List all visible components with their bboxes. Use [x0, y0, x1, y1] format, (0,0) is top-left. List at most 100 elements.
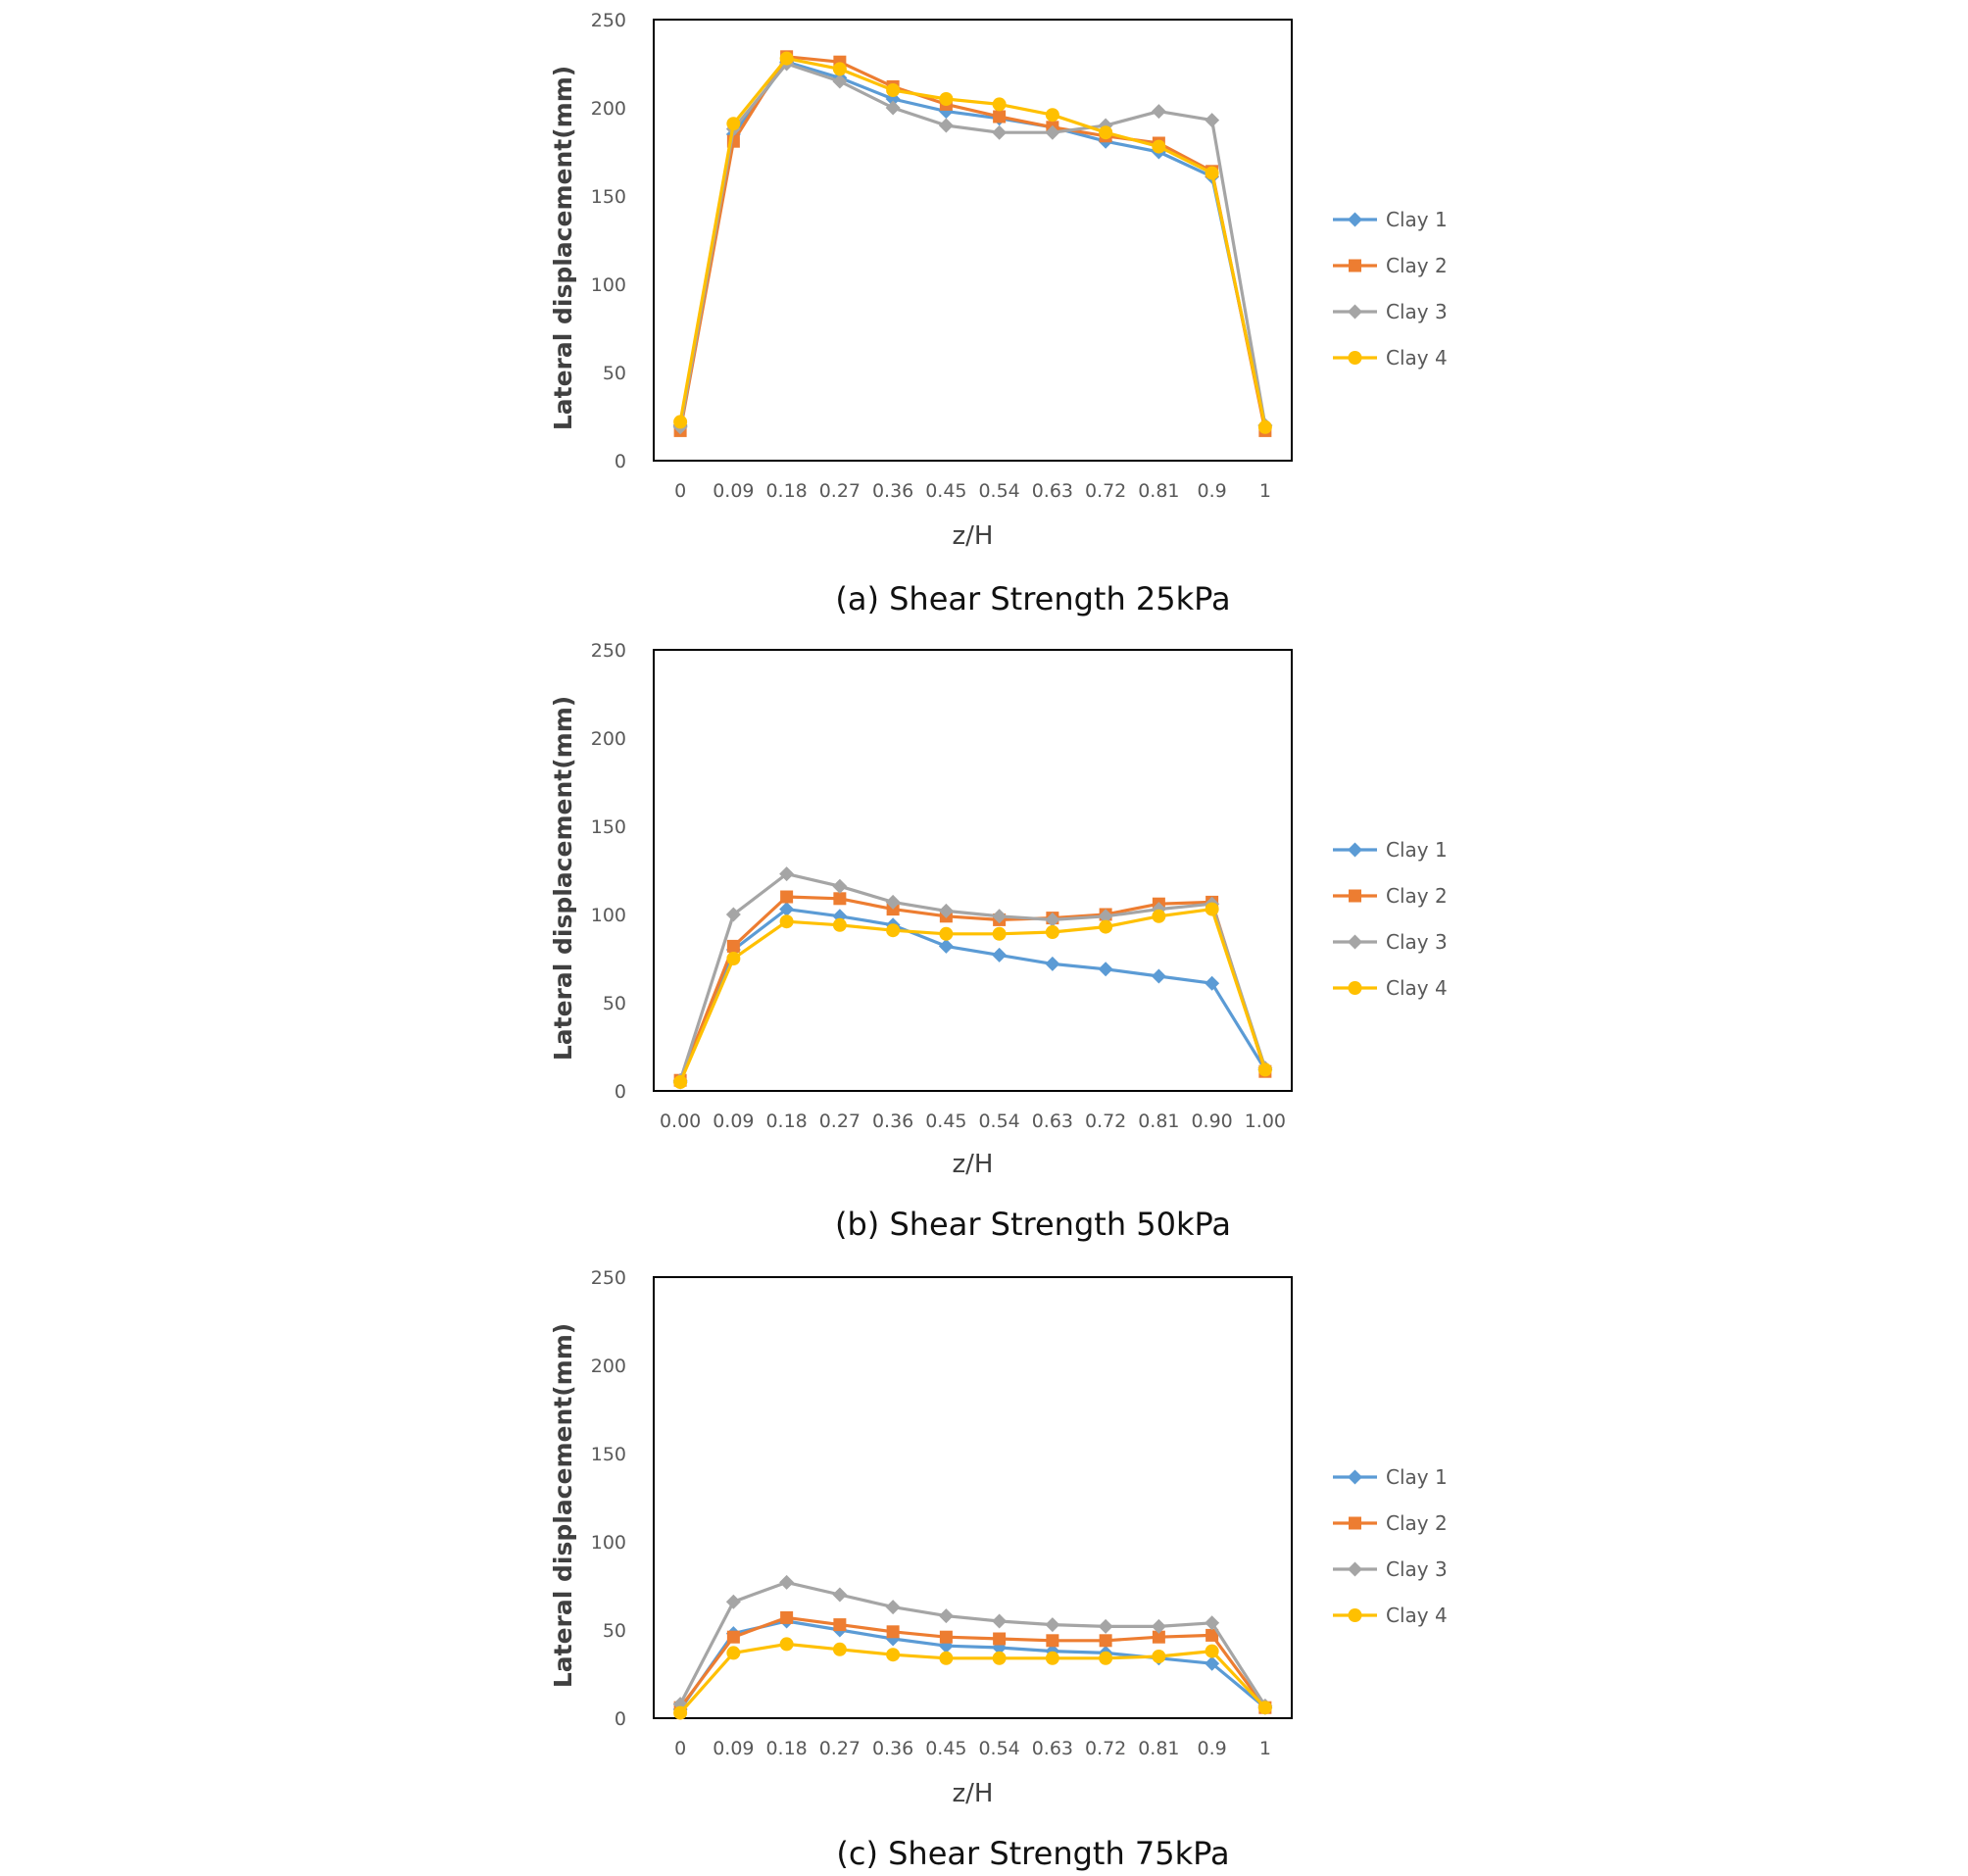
plot-area	[653, 1276, 1293, 1719]
data-point	[779, 914, 794, 929]
data-point	[1099, 125, 1113, 140]
data-point	[1257, 1701, 1272, 1715]
chart-panel-3: 0 50 100 150 200 250 0 0.09 0.18 0.27 0.36 0.45 0.54…	[549, 1267, 1448, 1872]
data-point	[992, 97, 1007, 112]
data-point	[1098, 909, 1113, 924]
legend: Clay 1 Clay 2 Clay 3 Clay 4	[1333, 838, 1448, 1000]
data-point	[1045, 925, 1059, 939]
data-point	[1099, 1634, 1112, 1648]
chart-panel-1: 0 50 100 150 200 250 0 0.09 0.18 0.27 0.36 0.45 0.54…	[549, 10, 1448, 617]
data-point	[992, 1613, 1008, 1629]
data-point	[1152, 1630, 1165, 1644]
series-clay-3	[672, 56, 1273, 435]
plot-area	[653, 649, 1293, 1092]
legend-marker	[1348, 1608, 1362, 1622]
data-point	[1046, 1634, 1059, 1648]
x-tick-label: 0.54	[978, 1738, 1019, 1759]
series-clay-3	[672, 1574, 1273, 1713]
data-point	[1045, 1617, 1060, 1633]
series-line	[678, 907, 1267, 1083]
x-tick-label: 0.9	[1198, 1738, 1227, 1759]
x-tick-label: 0	[674, 480, 686, 502]
x-tick-label: 0.63	[1032, 480, 1073, 502]
x-tick-label: 0.45	[925, 480, 966, 502]
legend-label: Clay 2	[1386, 254, 1448, 277]
data-point	[1151, 104, 1166, 120]
y-tick-label: 150	[591, 186, 626, 208]
data-point	[779, 902, 795, 917]
data-point	[1257, 420, 1272, 434]
x-tick-label: 0.36	[872, 1111, 913, 1132]
x-axis-title: z/H	[953, 1150, 994, 1179]
y-tick-label: 250	[591, 1267, 626, 1289]
data-point	[832, 1642, 847, 1656]
x-tick-label: 0.9	[1198, 480, 1227, 502]
series-clay-4	[673, 1637, 1272, 1720]
y-axis-title: Lateral displacement(mm)	[549, 66, 577, 430]
legend-label: Clay 3	[1386, 300, 1448, 323]
legend-marker	[1348, 1469, 1362, 1485]
data-point	[938, 118, 954, 133]
data-point	[886, 83, 901, 97]
data-point	[1045, 956, 1060, 971]
data-point	[1205, 1655, 1220, 1671]
data-point	[1098, 1618, 1113, 1634]
x-tick-label: 0.54	[978, 480, 1019, 502]
data-point	[1045, 912, 1060, 927]
data-point	[832, 62, 847, 76]
data-point	[1045, 124, 1060, 140]
legend: Clay 1 Clay 2 Clay 3 Clay 4	[1333, 208, 1448, 370]
panel-caption: (a) Shear Strength 25kPa	[835, 580, 1230, 617]
data-point	[993, 110, 1007, 123]
legend-marker	[1348, 934, 1362, 950]
legend-label: Clay 1	[1386, 838, 1448, 862]
series-clay-1	[672, 902, 1273, 1090]
data-point	[779, 866, 795, 882]
series-clay-1	[672, 1613, 1273, 1717]
data-point	[1205, 1644, 1219, 1658]
series-line	[678, 62, 1267, 428]
x-tick-label: 0.63	[1032, 1111, 1073, 1132]
series-clay-2	[673, 890, 1272, 1087]
data-point	[780, 890, 794, 904]
data-point	[832, 74, 848, 89]
x-tick-label: 0.72	[1085, 1111, 1126, 1132]
y-tick-label: 0	[615, 1708, 626, 1730]
data-point	[673, 415, 688, 429]
series-line	[678, 907, 1267, 1083]
x-tick-label: 0.81	[1138, 480, 1179, 502]
y-tick-label: 50	[603, 363, 626, 384]
x-tick-label: 0.27	[819, 1111, 861, 1132]
y-tick-label: 100	[591, 1532, 626, 1554]
data-point	[886, 923, 901, 938]
data-point	[833, 1618, 847, 1632]
x-tick-label: 0	[674, 1738, 686, 1759]
data-point	[832, 917, 847, 932]
data-point	[779, 51, 794, 66]
y-tick-label: 250	[591, 640, 626, 662]
x-axis-title: z/H	[953, 1779, 994, 1808]
data-point	[1151, 1618, 1166, 1634]
x-tick-label: 0.18	[765, 480, 807, 502]
data-point	[1205, 1615, 1220, 1631]
data-point	[938, 903, 954, 918]
data-point	[1205, 166, 1219, 180]
data-point	[1151, 968, 1166, 984]
legend-label: Clay 4	[1386, 1604, 1448, 1627]
data-point	[939, 926, 954, 941]
data-point	[1257, 1062, 1272, 1077]
series-line	[678, 1619, 1266, 1710]
data-point	[780, 1610, 794, 1624]
data-point	[885, 894, 901, 910]
data-point	[993, 1632, 1007, 1646]
data-point	[1205, 975, 1220, 991]
x-tick-label: 0.36	[872, 1738, 913, 1759]
x-tick-label: 0.18	[765, 1738, 807, 1759]
data-point	[938, 1608, 954, 1624]
x-tick-label: 0.81	[1138, 1111, 1179, 1132]
legend-marker	[1349, 889, 1361, 903]
y-tick-label: 250	[591, 10, 626, 31]
y-tick-label: 200	[591, 1356, 626, 1377]
series-clay-4	[673, 51, 1272, 434]
data-point	[992, 947, 1008, 963]
